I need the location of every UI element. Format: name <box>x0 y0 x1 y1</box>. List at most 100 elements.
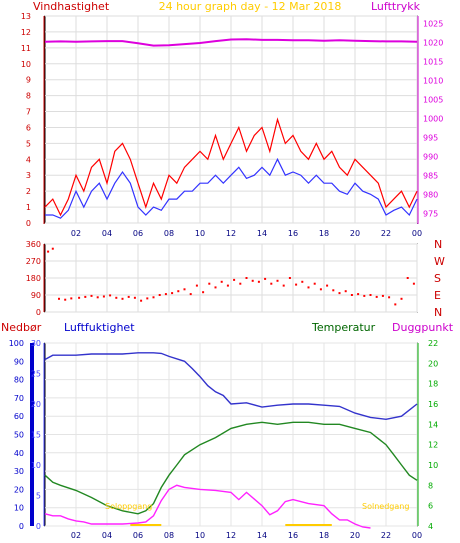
precip-tick-label: 90 <box>14 357 24 366</box>
wind-speed-tick-label: 6 <box>26 123 31 132</box>
wind-speed-tick-label: 11 <box>21 44 31 53</box>
direction-point <box>307 286 310 289</box>
direction-point <box>301 280 304 283</box>
direction-point <box>195 284 198 287</box>
temperature-tick-label: 16 <box>428 400 438 409</box>
direction-point <box>338 292 341 295</box>
precip-tick-label: 100 <box>9 339 24 348</box>
climate-time-tick-label: 06 <box>133 531 143 540</box>
pressure-tick-label: 1015 <box>423 58 443 67</box>
direction-grid <box>45 243 418 313</box>
precip-tick-label: 0 <box>19 522 24 531</box>
sunset-label: Solnedgang <box>362 502 409 511</box>
direction-point <box>90 294 93 297</box>
wind-time-tick-label: 10 <box>195 229 205 238</box>
direction-point <box>64 298 67 301</box>
direction-point <box>171 292 174 295</box>
direction-point <box>375 295 378 298</box>
direction-point <box>146 297 149 300</box>
temperature-tick-label: 12 <box>428 441 438 450</box>
climate-time-ticks: 02 04 06 08 10 12 14 16 18 20 22 00 <box>71 531 422 540</box>
direction-point <box>140 299 143 302</box>
humidity-tick-label: 20 <box>31 400 41 409</box>
direction-point <box>332 289 335 292</box>
wind-speed-tick-label: 7 <box>26 108 31 117</box>
wind-speed-tick-label: 13 <box>21 12 31 21</box>
direction-ticks: 0 90 180 270 360 <box>26 240 41 317</box>
direction-point <box>239 282 242 285</box>
direction-point <box>344 290 347 293</box>
wind-speed-tick-label: 12 <box>21 28 31 37</box>
precip-tick-label: 50 <box>14 431 24 440</box>
temperature-axis-title: Temperatur <box>311 321 376 334</box>
pressure-tick-label: 1010 <box>423 77 443 86</box>
climate-time-tick-label: 08 <box>164 531 174 540</box>
direction-point <box>394 303 397 306</box>
temperature-tick-label: 4 <box>428 522 433 531</box>
direction-point <box>70 297 73 300</box>
wind-speed-tick-label: 8 <box>26 92 31 101</box>
wind-speed-tick-label: 3 <box>26 171 31 180</box>
climate-time-tick-label: 20 <box>350 531 360 540</box>
direction-point <box>183 288 186 291</box>
wind-time-tick-label: 14 <box>257 229 267 238</box>
direction-point <box>96 296 99 299</box>
humidity-tick-label: 10 <box>31 461 41 470</box>
wind-speed-tick-label: 9 <box>26 76 31 85</box>
pressure-tick-label: 1000 <box>423 115 443 124</box>
pressure-tick-label: 1025 <box>423 20 443 29</box>
direction-point <box>257 280 260 283</box>
direction-point <box>51 247 54 250</box>
direction-point <box>381 294 384 297</box>
dewpoint-axis-title: Duggpunkt <box>392 321 454 334</box>
direction-point <box>357 293 360 296</box>
sun-bars <box>130 524 332 526</box>
sun-bar <box>285 524 332 526</box>
temperature-ticks: 4 6 8 10 12 14 16 18 20 22 <box>428 339 438 531</box>
direction-point <box>214 286 217 289</box>
wind-speed-tick-label: 0 <box>26 219 31 228</box>
wind-series <box>44 38 418 219</box>
precip-tick-label: 60 <box>14 412 24 421</box>
climate-time-tick-label: 18 <box>319 531 329 540</box>
temperature-tick-label: 20 <box>428 359 438 368</box>
wind-line <box>45 157 418 219</box>
temperature-line <box>44 421 418 515</box>
climate-time-tick-label: 02 <box>71 531 81 540</box>
direction-point <box>78 296 81 299</box>
direction-point <box>350 294 353 296</box>
direction-point <box>251 279 254 282</box>
humidity-tick-label: 30 <box>31 339 41 348</box>
wind-grid <box>45 15 418 224</box>
humidity-tick-label: 5 <box>36 492 41 501</box>
precip-axis-title: Nedbør <box>1 321 42 334</box>
direction-point <box>47 250 50 253</box>
direction-point <box>282 284 285 287</box>
humidity-ticks: 0 5 10 15 20 25 30 <box>31 339 41 531</box>
direction-point <box>270 282 273 285</box>
direction-point <box>177 290 180 293</box>
temperature-tick-label: 10 <box>428 461 438 470</box>
gust-line <box>44 117 418 217</box>
pressure-line <box>44 38 418 47</box>
compass-label: N <box>434 306 442 319</box>
direction-point <box>388 296 391 299</box>
direction-point <box>313 282 316 285</box>
precip-tick-label: 70 <box>14 394 24 403</box>
humidity-tick-label: 0 <box>36 522 41 531</box>
compass-label: N <box>434 238 442 251</box>
wind-speed-tick-label: 2 <box>26 187 31 196</box>
direction-point <box>208 282 211 285</box>
pressure-tick-label: 1020 <box>423 39 443 48</box>
climate-time-tick-label: 22 <box>381 531 391 540</box>
temperature-tick-label: 6 <box>428 502 433 511</box>
climate-grid <box>45 342 418 527</box>
wind-speed-tick-label: 4 <box>26 155 31 164</box>
climate-time-tick-label: 12 <box>226 531 236 540</box>
wind-time-tick-label: 20 <box>350 229 360 238</box>
direction-points <box>47 247 415 306</box>
humidity-tick-label: 15 <box>31 431 41 440</box>
